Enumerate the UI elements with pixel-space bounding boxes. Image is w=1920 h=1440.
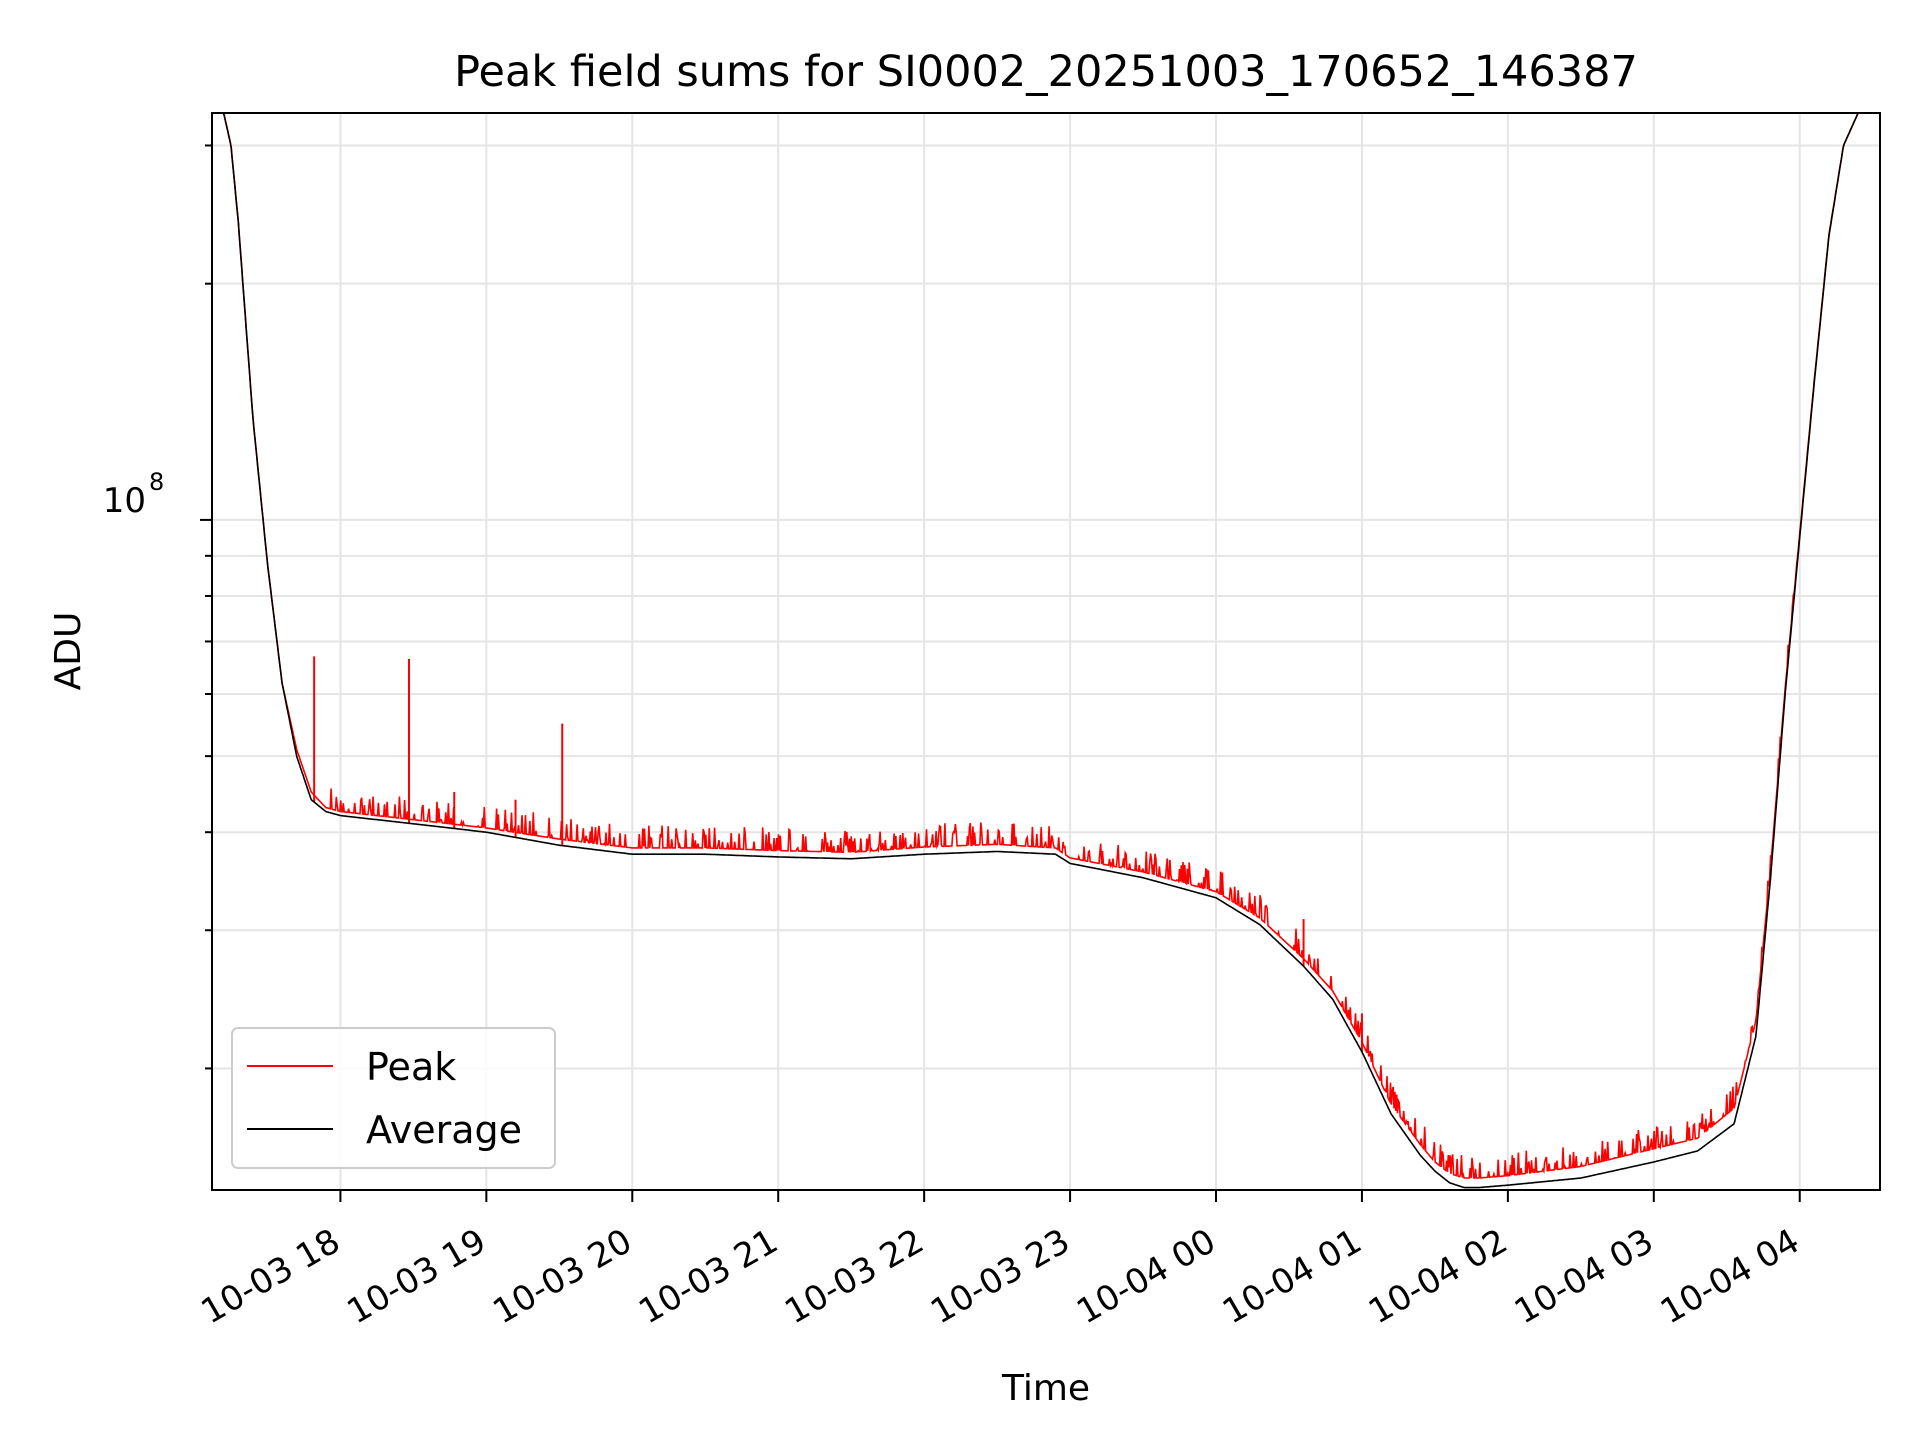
series-peak-line <box>212 113 1880 1179</box>
y-tick-label-base: 10 <box>103 481 146 521</box>
legend-label-peak: Peak <box>366 1045 456 1089</box>
y-axis-ticks <box>200 144 212 1070</box>
x-axis-label: Time <box>1001 1368 1090 1409</box>
y-tick-label-exponent: 8 <box>149 468 164 496</box>
legend: Peak Average <box>231 1027 556 1169</box>
plot-frame <box>211 112 1881 1191</box>
chart-title: Peak field sums for SI0002_20251003_1706… <box>454 47 1638 97</box>
y-axis-label: ADU <box>48 612 89 691</box>
y-tick-label-1e8: 10 8 <box>103 468 165 521</box>
legend-label-average: Average <box>366 1108 522 1152</box>
series-layer <box>212 113 1880 1189</box>
legend-box <box>231 1027 556 1169</box>
series-average-line <box>212 113 1880 1189</box>
